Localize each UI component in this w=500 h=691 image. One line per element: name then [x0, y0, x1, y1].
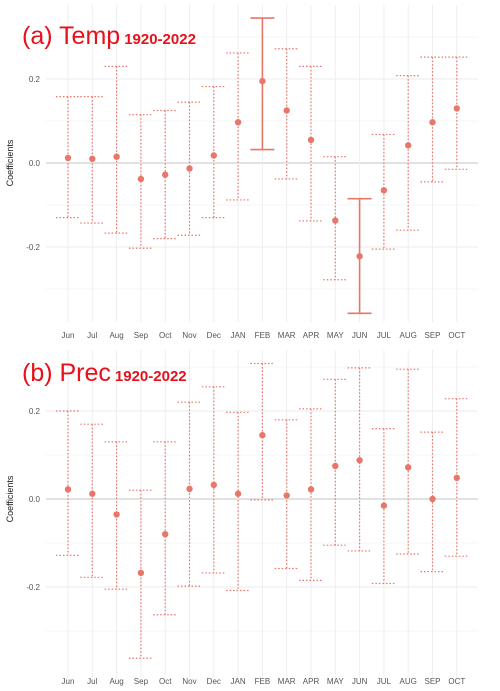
- data-point: [405, 142, 412, 149]
- data-point: [356, 253, 363, 260]
- data-point: [259, 432, 266, 439]
- data-point: [64, 154, 72, 162]
- data-point: [162, 531, 169, 538]
- x-tick-label: Oct: [159, 331, 172, 340]
- data-point: [113, 511, 120, 518]
- panel-prec: -0.2 0.0 0.2 Jun Jul Aug Sep Oct Nov Dec JAN FEB MAR…: [0, 345, 500, 691]
- data-point: [234, 119, 242, 126]
- data-point: [89, 155, 96, 162]
- x-tick-label: Jul: [87, 331, 97, 340]
- data-point: [332, 462, 339, 470]
- x-tick-label: JAN: [231, 331, 246, 340]
- x-tick-label: APR: [303, 677, 320, 686]
- temp-chart: -0.2 0.0 0.2 Jun Jul Aug Sep Oct Nov Dec JAN FEB MAR…: [5, 5, 478, 340]
- chart-title-prec: (b) Prec: [22, 359, 111, 387]
- data-point: [162, 171, 169, 178]
- x-tick-label: JUL: [377, 677, 392, 686]
- data-point: [332, 217, 339, 224]
- x-tick-label: Nov: [182, 331, 196, 340]
- y-tick-label: 0.0: [29, 159, 41, 168]
- x-tick-label: FEB: [255, 677, 271, 686]
- y-tick-label: 0.2: [29, 407, 41, 416]
- x-tick-label: Sep: [134, 677, 149, 686]
- panel-title-temp: (a) Temp 1920-2022: [22, 22, 196, 51]
- data-point: [405, 464, 412, 471]
- data-point: [210, 152, 217, 159]
- y-axis-label: Coefficients: [5, 139, 15, 186]
- data-point: [356, 457, 363, 464]
- y-axis-label: Coefficients: [5, 475, 15, 522]
- data-point: [186, 485, 193, 493]
- x-tick-label: MAR: [278, 677, 296, 686]
- x-tick-label: APR: [303, 331, 320, 340]
- x-tick-label: Jun: [62, 677, 75, 686]
- data-point: [429, 495, 436, 503]
- panel-title-prec: (b) Prec 1920-2022: [22, 359, 187, 388]
- x-tick-label: FEB: [255, 331, 271, 340]
- y-tick-label: -0.2: [26, 583, 40, 592]
- x-tick-label: Aug: [109, 331, 123, 340]
- x-tick-label: SEP: [424, 677, 440, 686]
- data-point: [453, 474, 460, 482]
- panel-temp: -0.2 0.0 0.2 Jun Jul Aug Sep Oct Nov Dec JAN FEB MAR…: [0, 0, 500, 345]
- prec-chart: -0.2 0.0 0.2 Jun Jul Aug Sep Oct Nov Dec JAN FEB MAR…: [5, 350, 478, 686]
- data-point: [137, 569, 145, 577]
- x-tick-label: Dec: [207, 331, 221, 340]
- x-tick-label: MAY: [327, 677, 344, 686]
- data-point: [380, 187, 388, 194]
- x-tick-label: JAN: [231, 677, 246, 686]
- data-point: [380, 502, 388, 509]
- x-tick-label: Sep: [134, 331, 149, 340]
- x-tick-label: MAR: [278, 331, 296, 340]
- x-tick-label: Jul: [87, 677, 97, 686]
- x-tick-label: JUN: [352, 331, 368, 340]
- x-tick-label: Dec: [207, 677, 221, 686]
- data-point: [137, 175, 145, 183]
- y-tick-label: 0.2: [29, 75, 41, 84]
- data-point: [429, 119, 436, 126]
- x-tick-label: Aug: [109, 677, 123, 686]
- data-point: [89, 490, 96, 497]
- data-point: [234, 490, 242, 497]
- data-point: [453, 105, 460, 112]
- chart-subtitle-prec: 1920-2022: [114, 368, 187, 385]
- x-tick-label: OCT: [448, 677, 465, 686]
- data-point: [186, 165, 193, 172]
- data-point: [210, 481, 217, 489]
- data-point: [113, 153, 120, 160]
- chart-subtitle-temp: 1920-2022: [124, 31, 196, 48]
- data-point: [283, 107, 290, 114]
- x-tick-label: Nov: [182, 677, 196, 686]
- y-tick-label: -0.2: [26, 243, 40, 252]
- data-point: [307, 486, 315, 493]
- x-tick-label: Oct: [159, 677, 172, 686]
- x-tick-label: AUG: [400, 331, 417, 340]
- x-tick-label: OCT: [448, 331, 465, 340]
- y-tick-label: 0.0: [29, 495, 41, 504]
- data-point: [283, 492, 290, 499]
- x-tick-label: SEP: [424, 331, 440, 340]
- x-tick-label: AUG: [400, 677, 417, 686]
- x-tick-label: Jun: [62, 331, 75, 340]
- data-point: [64, 486, 72, 493]
- x-tick-label: MAY: [327, 331, 344, 340]
- chart-title-temp: (a) Temp: [22, 22, 121, 50]
- x-tick-label: JUL: [377, 331, 392, 340]
- data-point: [307, 136, 315, 144]
- x-tick-label: JUN: [352, 677, 368, 686]
- data-point: [259, 77, 266, 85]
